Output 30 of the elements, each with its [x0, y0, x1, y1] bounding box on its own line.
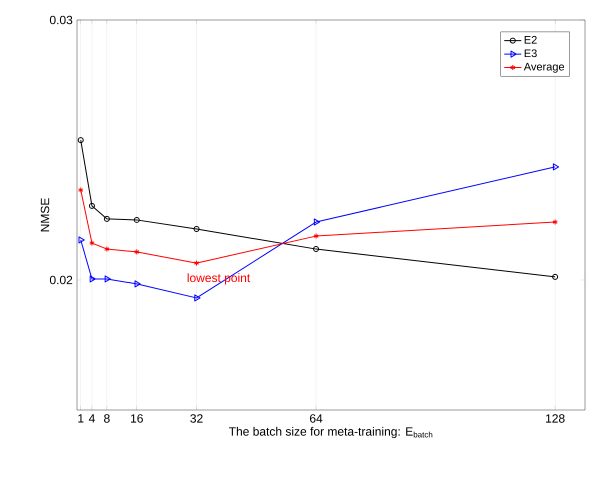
point: [104, 275, 111, 282]
point: [134, 280, 141, 288]
annotation: lowest point: [188, 273, 250, 284]
y-axis-title: NMSE: [40, 198, 50, 232]
point: [104, 216, 110, 222]
legend-label: E2: [524, 36, 537, 44]
x-tick-label: 8: [104, 414, 110, 423]
point: [194, 260, 200, 266]
x-tick-label: 32: [190, 414, 203, 423]
point: [194, 226, 200, 232]
point: [90, 275, 96, 282]
x-tick-label: 16: [131, 414, 143, 423]
point: [552, 163, 560, 170]
point: [313, 246, 320, 252]
y-tick-label: 0.02: [50, 276, 72, 284]
legend-label: E3: [524, 49, 537, 58]
x-tick-label: 4: [88, 414, 95, 422]
x-axis-title: The batch size for meta-training: E$_{batch}$: [228, 426, 432, 438]
point: [89, 240, 95, 246]
point: [78, 236, 85, 244]
legend-label: Average: [524, 62, 564, 73]
y-tick-label: 0.03: [50, 16, 72, 24]
point: [88, 202, 95, 209]
point: [134, 248, 140, 255]
x-tick-label: 1: [78, 414, 84, 422]
point: [194, 294, 201, 302]
point: [314, 218, 320, 226]
point: [134, 216, 140, 223]
x-tick-label: 128: [546, 414, 565, 423]
x-tick-label: 64: [310, 414, 322, 423]
